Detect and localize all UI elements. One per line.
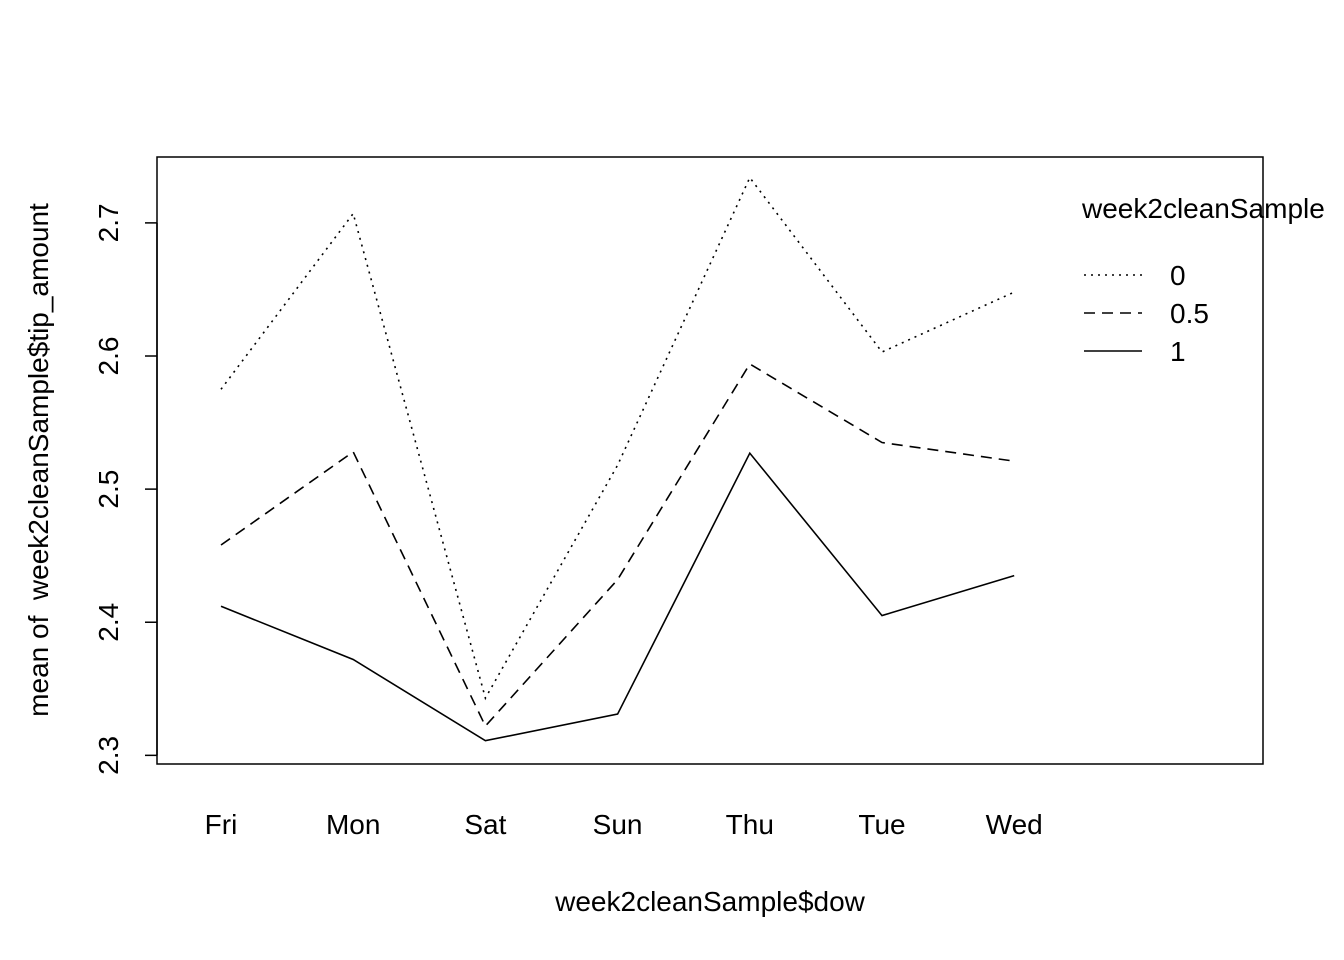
x-tick-label: Fri <box>205 809 238 840</box>
series-line-0 <box>220 176 1015 701</box>
plot-frame <box>156 156 1264 765</box>
y-tick-label: 2.3 <box>93 736 124 775</box>
y-tick-label: 2.4 <box>93 603 124 642</box>
legend-title: week2cleanSample <box>1081 193 1325 224</box>
legend-label: 1 <box>1170 336 1186 367</box>
x-tick-label: Wed <box>986 809 1043 840</box>
legend: week2cleanSample 0 0.5 1 <box>1081 193 1325 367</box>
x-tick-label: Mon <box>326 809 380 840</box>
series-line-1 <box>220 451 1015 742</box>
legend-label: 0.5 <box>1170 298 1209 329</box>
legend-label: 0 <box>1170 260 1186 291</box>
x-tick-label: Thu <box>726 809 774 840</box>
series-line-0-5 <box>220 362 1015 728</box>
y-tick-label: 2.7 <box>93 203 124 242</box>
x-axis-label: week2cleanSample$dow <box>554 886 866 917</box>
y-axis-label: mean of week2cleanSample$tip_amount <box>23 203 54 717</box>
y-tick-label: 2.6 <box>93 337 124 376</box>
y-axis: 2.3 2.4 2.5 2.6 2.7 <box>93 203 158 775</box>
x-axis: Fri Mon Sat Sun Thu Tue Wed <box>205 809 1043 840</box>
x-tick-label: Sun <box>593 809 643 840</box>
series-lines <box>220 176 1015 742</box>
y-tick-label: 2.5 <box>93 470 124 509</box>
x-tick-label: Sat <box>464 809 506 840</box>
x-tick-label: Tue <box>858 809 905 840</box>
